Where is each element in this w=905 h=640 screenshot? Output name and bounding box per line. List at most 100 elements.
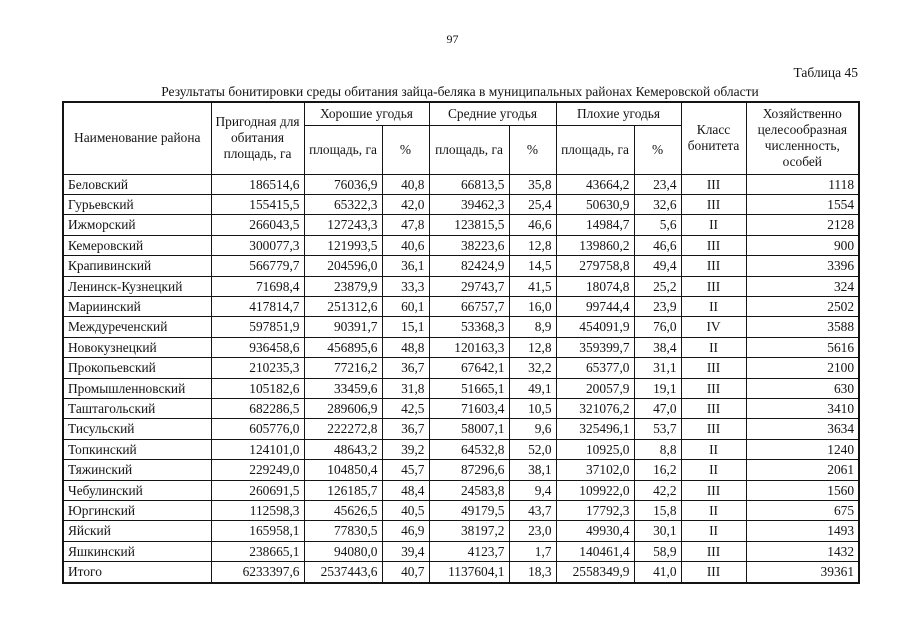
- optimal-number-cell: 3588: [745, 316, 860, 338]
- district-name-cell: Тисульский: [62, 418, 212, 440]
- good-percent-cell: 46,9: [381, 520, 430, 542]
- medium-area-cell: 38223,6: [428, 234, 510, 257]
- optimal-number-cell: 630: [745, 377, 860, 399]
- poor-percent-cell: 5,6: [633, 214, 682, 236]
- poor-percent-cell: 42,2: [633, 479, 682, 502]
- header-medium-percent: %: [508, 124, 557, 175]
- good-percent-cell: 40,7: [381, 561, 430, 584]
- table-row: Топкинский 124101,0 48643,2 39,2 64532,8 52,0…: [62, 438, 860, 461]
- good-percent-cell: 42,0: [381, 193, 430, 216]
- table-row: Кемеровский 300077,3 121993,5 40,6 38223,6 12…: [62, 234, 860, 257]
- good-percent-cell: 45,7: [381, 459, 430, 481]
- table-header: Наименование района Пригодная для обитан…: [62, 101, 860, 175]
- poor-area-cell: 18074,8: [555, 275, 635, 297]
- district-name-cell: Чебулинский: [62, 479, 212, 502]
- poor-area-cell: 20057,9: [555, 377, 635, 399]
- table-row: Крапивинский 566779,7 204596,0 36,1 82424,9 1…: [62, 255, 860, 277]
- suitable-area-cell: 155415,5: [210, 193, 305, 216]
- medium-percent-cell: 14,5: [508, 255, 557, 277]
- good-percent-cell: 31,8: [381, 377, 430, 399]
- good-area-cell: 77830,5: [303, 520, 383, 542]
- poor-percent-cell: 8,8: [633, 438, 682, 461]
- good-percent-cell: 33,3: [381, 275, 430, 297]
- medium-percent-cell: 12,8: [508, 336, 557, 359]
- medium-percent-cell: 16,0: [508, 295, 557, 318]
- medium-area-cell: 38197,2: [428, 520, 510, 542]
- district-name-cell: Таштагольский: [62, 397, 212, 420]
- bonitet-class-cell: III: [680, 255, 747, 277]
- district-name-cell: Ленинск-Кузнецкий: [62, 275, 212, 297]
- table-row: Чебулинский 260691,5 126185,7 48,4 24583,8 9,…: [62, 479, 860, 502]
- good-area-cell: 33459,6: [303, 377, 383, 399]
- medium-area-cell: 120163,3: [428, 336, 510, 359]
- bonitet-class-cell: II: [680, 499, 747, 522]
- table-body: Беловский 186514,6 76036,9 40,8 66813,5 35,8 4…: [62, 173, 860, 584]
- bonitet-class-cell: IV: [680, 316, 747, 338]
- medium-percent-cell: 43,7: [508, 499, 557, 522]
- bonitet-class-cell: II: [680, 214, 747, 236]
- table-caption-label: Таблица 45: [793, 65, 859, 80]
- good-percent-cell: 36,1: [381, 255, 430, 277]
- suitable-area-cell: 238665,1: [210, 540, 305, 563]
- suitable-area-cell: 124101,0: [210, 438, 305, 461]
- suitable-area-cell: 229249,0: [210, 459, 305, 481]
- medium-percent-cell: 1,7: [508, 540, 557, 563]
- optimal-number-cell: 2128: [745, 214, 860, 236]
- medium-area-cell: 123815,5: [428, 214, 510, 236]
- boniteta-table: Наименование района Пригодная для обитан…: [62, 101, 861, 584]
- good-area-cell: 76036,9: [303, 173, 383, 195]
- medium-area-cell: 1137604,1: [428, 561, 510, 584]
- medium-area-cell: 51665,1: [428, 377, 510, 399]
- medium-percent-cell: 35,8: [508, 173, 557, 195]
- good-area-cell: 121993,5: [303, 234, 383, 257]
- poor-area-cell: 37102,0: [555, 459, 635, 481]
- bonitet-class-cell: III: [680, 397, 747, 420]
- good-percent-cell: 47,8: [381, 214, 430, 236]
- optimal-number-cell: 1560: [745, 479, 860, 502]
- table-row: Юргинский 112598,3 45626,5 40,5 49179,5 43,7 1…: [62, 499, 860, 522]
- header-poor-area: площадь, га: [555, 124, 635, 175]
- good-percent-cell: 42,5: [381, 397, 430, 420]
- bonitet-class-cell: III: [680, 275, 747, 297]
- table-row: Прокопьевский 210235,3 77216,2 36,7 67642,1 3…: [62, 357, 860, 379]
- district-name-cell: Кемеровский: [62, 234, 212, 257]
- good-area-cell: 204596,0: [303, 255, 383, 277]
- good-area-cell: 77216,2: [303, 357, 383, 379]
- table-row: Ленинск-Кузнецкий 71698,4 23879,9 33,3 29743…: [62, 275, 860, 297]
- good-area-cell: 2537443,6: [303, 561, 383, 584]
- medium-percent-cell: 49,1: [508, 377, 557, 399]
- bonitet-class-cell: III: [680, 234, 747, 257]
- medium-area-cell: 24583,8: [428, 479, 510, 502]
- poor-percent-cell: 19,1: [633, 377, 682, 399]
- suitable-area-cell: 300077,3: [210, 234, 305, 257]
- suitable-area-cell: 112598,3: [210, 499, 305, 522]
- poor-area-cell: 321076,2: [555, 397, 635, 420]
- poor-area-cell: 49930,4: [555, 520, 635, 542]
- suitable-area-cell: 682286,5: [210, 397, 305, 420]
- poor-percent-cell: 23,4: [633, 173, 682, 195]
- good-area-cell: 90391,7: [303, 316, 383, 338]
- bonitet-class-cell: III: [680, 377, 747, 399]
- poor-percent-cell: 41,0: [633, 561, 682, 584]
- medium-area-cell: 49179,5: [428, 499, 510, 522]
- table-row: Яйский 165958,1 77830,5 46,9 38197,2 23,0 4993…: [62, 520, 860, 542]
- district-name-cell: Яшкинский: [62, 540, 212, 563]
- table-row: Междуреченский 597851,9 90391,7 15,1 53368,3…: [62, 316, 860, 338]
- good-percent-cell: 15,1: [381, 316, 430, 338]
- poor-area-cell: 10925,0: [555, 438, 635, 461]
- bonitet-class-cell: III: [680, 540, 747, 563]
- medium-area-cell: 64532,8: [428, 438, 510, 461]
- poor-percent-cell: 23,9: [633, 295, 682, 318]
- good-area-cell: 126185,7: [303, 479, 383, 502]
- district-name-cell: Междуреченский: [62, 316, 212, 338]
- medium-area-cell: 87296,6: [428, 459, 510, 481]
- header-bonitet-class: Класс бонитета: [680, 101, 747, 175]
- page-number: 97: [446, 32, 459, 46]
- medium-percent-cell: 46,6: [508, 214, 557, 236]
- header-poor-percent: %: [633, 124, 682, 175]
- poor-percent-cell: 15,8: [633, 499, 682, 522]
- good-area-cell: 48643,2: [303, 438, 383, 461]
- bonitet-class-cell: III: [680, 561, 747, 584]
- poor-percent-cell: 38,4: [633, 336, 682, 359]
- medium-percent-cell: 23,0: [508, 520, 557, 542]
